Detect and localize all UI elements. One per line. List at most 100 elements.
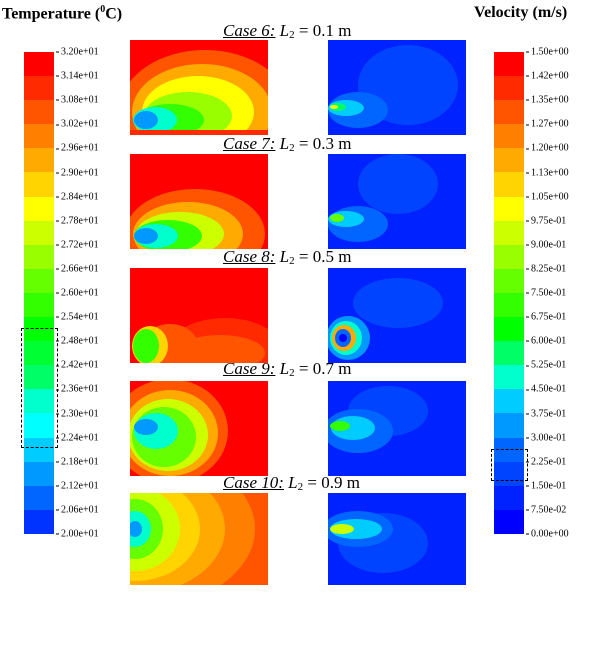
case-label: Case 6: (223, 21, 276, 40)
velocity-swatch (494, 268, 524, 293)
velocity-title-text: Velocity (m/s) (474, 4, 568, 21)
temperature-swatch (24, 100, 54, 125)
temperature-swatch (24, 244, 54, 269)
temperature-tick-label: 2.84e+01 (56, 191, 99, 202)
case-param-subscript: 2 (297, 481, 304, 493)
temperature-tick-label: 3.14e+01 (56, 71, 99, 82)
temperature-title-unit: C) (105, 5, 123, 23)
temperature-tick-label: 2.24e+01 (56, 432, 99, 443)
velocity-tick-label: 2.25e-01 (526, 456, 566, 467)
temperature-swatch (24, 413, 54, 438)
case-label: Case 9: (223, 359, 276, 378)
velocity-swatch (494, 244, 524, 269)
temperature-title-text: Temperature ( (2, 5, 101, 23)
case-param: L (279, 134, 290, 153)
case-param: L (288, 473, 298, 492)
velocity-tick-label: 0.00e+00 (526, 529, 569, 540)
temperature-swatch (24, 341, 54, 366)
velocity-swatch (494, 220, 524, 245)
velocity-highlight-box (491, 449, 528, 481)
temperature-swatch (24, 76, 54, 101)
temperature-tick-label: 2.66e+01 (56, 263, 99, 274)
velocity-tick-label: 8.25e-01 (526, 263, 566, 274)
temperature-tick-label: 2.12e+01 (56, 480, 99, 491)
velocity-swatch (494, 413, 524, 438)
case-9-caption: Case 9: L2 = 0.7 m (223, 360, 351, 379)
velocity-swatch (494, 52, 524, 77)
velocity-tick-label: 1.42e+00 (526, 71, 569, 82)
velocity-tick-label: 1.27e+00 (526, 119, 569, 130)
case-param-subscript: 2 (289, 255, 295, 267)
temperature-color-scale (24, 52, 54, 534)
velocity-swatch (494, 292, 524, 318)
temperature-tick-label: 3.20e+01 (56, 47, 99, 58)
temperature-swatch (24, 52, 54, 77)
velocity-tick-label: 9.00e-01 (526, 239, 566, 250)
velocity-tick-label: 1.13e+00 (526, 167, 569, 178)
case-value: = 0.3 m (294, 134, 352, 153)
temperature-swatch (24, 268, 54, 293)
temperature-tick-label: 2.72e+01 (56, 239, 99, 250)
case-8-temperature-contour (130, 268, 268, 363)
temperature-swatch (24, 196, 54, 221)
temperature-swatch (24, 461, 54, 486)
case-7-velocity-contour (328, 154, 466, 249)
temperature-tick-label: 2.00e+01 (56, 529, 99, 540)
velocity-color-scale (494, 52, 524, 534)
case-param-subscript: 2 (289, 367, 295, 379)
temperature-tick-label: 2.06e+01 (56, 504, 99, 515)
case-label: Case 10: (223, 473, 284, 492)
case-10-caption: Case 10: L2 = 0.9 m (223, 474, 360, 493)
case-9-temperature-contour (130, 381, 268, 476)
temperature-swatch (24, 485, 54, 510)
case-8-caption: Case 8: L2 = 0.5 m (223, 248, 351, 267)
velocity-tick-label: 1.35e+00 (526, 95, 569, 106)
case-7-caption: Case 7: L2 = 0.3 m (223, 135, 351, 154)
temperature-tick-label: 2.48e+01 (56, 336, 99, 347)
velocity-tick-label: 5.25e-01 (526, 360, 566, 371)
velocity-tick-label: 7.50e-01 (526, 288, 566, 299)
temperature-swatch (24, 509, 54, 534)
case-6-caption: Case 6: L2 = 0.1 m (223, 22, 351, 41)
temperature-highlight-box (21, 328, 58, 448)
temperature-swatch (24, 292, 54, 318)
case-param: L (279, 359, 290, 378)
temperature-title-superscript: 0 (100, 4, 106, 15)
case-param: L (279, 247, 290, 266)
velocity-swatch (494, 124, 524, 149)
temperature-swatch (24, 220, 54, 245)
temperature-tick-label: 2.36e+01 (56, 384, 99, 395)
temperature-swatch (24, 124, 54, 149)
temperature-tick-label: 2.90e+01 (56, 167, 99, 178)
case-param-subscript: 2 (289, 142, 295, 154)
velocity-tick-label: 3.75e-01 (526, 408, 566, 419)
case-label: Case 8: (223, 247, 276, 266)
case-10-velocity-contour (328, 493, 466, 585)
velocity-tick-label: 4.50e-01 (526, 384, 566, 395)
temperature-tick-label: 2.30e+01 (56, 408, 99, 419)
temperature-tick-label: 3.08e+01 (56, 95, 99, 106)
case-9-velocity-contour (328, 381, 466, 476)
temperature-swatch (24, 148, 54, 173)
temperature-swatch (24, 389, 54, 414)
velocity-swatch (494, 389, 524, 414)
velocity-swatch (494, 148, 524, 173)
velocity-swatch (494, 100, 524, 125)
case-label: Case 7: (223, 134, 276, 153)
velocity-swatch (494, 365, 524, 390)
case-param-subscript: 2 (289, 29, 295, 41)
case-10-temperature-contour (130, 493, 268, 585)
velocity-tick-label: 6.75e-01 (526, 312, 566, 323)
temperature-tick-label: 2.54e+01 (56, 312, 99, 323)
velocity-legend-title: Velocity (m/s) (474, 4, 567, 22)
temperature-tick-labels: 3.20e+01 3.14e+01 3.08e+01 3.02e+01 2.96e+01… (56, 47, 116, 540)
temperature-tick-label: 2.96e+01 (56, 143, 99, 154)
velocity-swatch (494, 485, 524, 510)
velocity-tick-label: 1.05e+00 (526, 191, 569, 202)
velocity-swatch (494, 461, 524, 486)
velocity-swatch (494, 196, 524, 221)
velocity-swatch (494, 509, 524, 534)
velocity-tick-labels: 1.50e+00 1.42e+00 1.35e+00 1.27e+00 1.20e+00… (526, 47, 590, 540)
velocity-swatch (494, 341, 524, 366)
temperature-tick-label: 3.02e+01 (56, 119, 99, 130)
